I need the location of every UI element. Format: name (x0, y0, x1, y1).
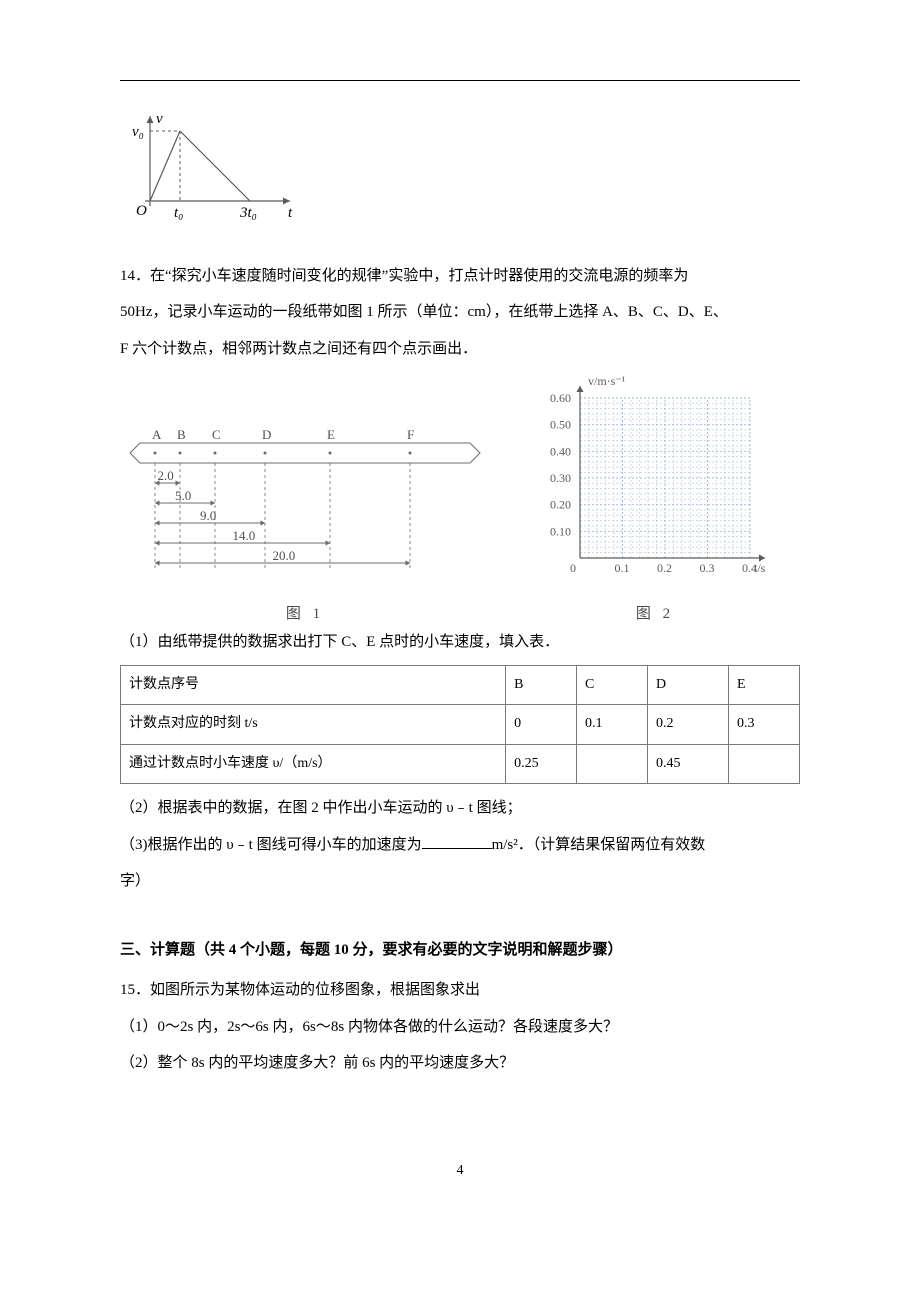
svg-text:C: C (212, 427, 221, 442)
table-cell: 通过计数点时小车速度 υ/（m/s） (121, 744, 506, 784)
svg-text:5.0: 5.0 (175, 488, 191, 503)
svg-text:F: F (407, 427, 414, 442)
q14-sub1: （1）由纸带提供的数据求出打下 C、E 点时的小车速度，填入表． (120, 628, 800, 657)
svg-text:2.0: 2.0 (158, 468, 174, 483)
svg-text:O: O (136, 203, 147, 219)
q14-sub3-prefix: （3)根据作出的 υ﹣t 图线可得小车的加速度为 (120, 837, 422, 853)
svg-text:A: A (152, 427, 162, 442)
svg-text:0.10: 0.10 (550, 524, 571, 538)
table-cell: 0.45 (647, 744, 728, 784)
svg-text:0.1: 0.1 (615, 561, 630, 575)
table-cell (729, 744, 800, 784)
table-header-cell: C (577, 665, 648, 705)
q14-data-table: 计数点序号BCDE 计数点对应的时刻 t/s00.10.20.3 通过计数点时小车速… (120, 665, 800, 785)
figure-1: AB C D E F 2.05.0 9.0 14.0 20.0 图 1 (120, 423, 490, 628)
svg-text:0.30: 0.30 (550, 471, 571, 485)
table-header-cell: E (729, 665, 800, 705)
table-cell: 0.3 (729, 705, 800, 745)
svg-text:0.2: 0.2 (657, 561, 672, 575)
table-header-cell: D (647, 665, 728, 705)
figure-row: AB C D E F 2.05.0 9.0 14.0 20.0 图 1 0.1 0.2 0.3 0.4… (120, 373, 800, 628)
svg-text:v: v (156, 111, 163, 127)
table-header-cell: B (506, 665, 577, 705)
table-cell: 0.1 (577, 705, 648, 745)
figure-2: 0.10.20.30.40.100.200.300.400.500.600v/m… (530, 373, 780, 628)
svg-text:t: t (288, 205, 293, 221)
q14-sub3-tail: 字） (120, 867, 800, 896)
vt-small-graph: v v₀ Ot₀ 3t₀ t (130, 111, 800, 232)
q15-line2: （1）0～2s 内，2s～6s 内，6s～8s 内物体各做的什么运动？各段速度多… (120, 1013, 800, 1042)
svg-text:0: 0 (570, 561, 576, 575)
q15-line1: 15．如图所示为某物体运动的位移图象，根据图象求出 (120, 976, 800, 1005)
q15-line3: （2）整个 8s 内的平均速度多大？前 6s 内的平均速度多大？ (120, 1049, 800, 1078)
table-cell (577, 744, 648, 784)
q14-sub3-mid: m/s²．（计算结果保留两位有效数 (492, 837, 706, 853)
table-cell: 0 (506, 705, 577, 745)
svg-text:0.50: 0.50 (550, 418, 571, 432)
svg-text:0.60: 0.60 (550, 391, 571, 405)
answer-blank (422, 833, 492, 849)
table-cell: 计数点对应的时刻 t/s (121, 705, 506, 745)
svg-text:B: B (177, 427, 186, 442)
svg-text:9.0: 9.0 (200, 508, 216, 523)
table-cell: 0.25 (506, 744, 577, 784)
svg-text:t₀: t₀ (174, 205, 183, 221)
table-cell: 0.2 (647, 705, 728, 745)
q14-sub2: （2）根据表中的数据，在图 2 中作出小车运动的 υ﹣t 图线； (120, 794, 800, 823)
svg-text:v₀: v₀ (132, 124, 144, 140)
svg-text:0.3: 0.3 (700, 561, 715, 575)
figure-2-caption: 图 2 (530, 600, 780, 629)
q14-sub3: （3)根据作出的 υ﹣t 图线可得小车的加速度为 m/s²．（计算结果保留两位有效… (120, 831, 800, 860)
svg-text:E: E (327, 427, 335, 442)
top-horizontal-rule (120, 80, 800, 81)
table-header-cell: 计数点序号 (121, 665, 506, 705)
svg-text:3t₀: 3t₀ (239, 205, 257, 221)
svg-text:14.0: 14.0 (233, 528, 256, 543)
q14-line1: 14．在“探究小车速度随时间变化的规律”实验中，打点计时器使用的交流电源的频率为 (120, 262, 800, 291)
section-3-title: 三、计算题（共 4 个小题，每题 10 分，要求有必要的文字说明和解题步骤） (120, 936, 800, 965)
svg-text:0.40: 0.40 (550, 444, 571, 458)
svg-text:t/s: t/s (754, 561, 766, 575)
q14-line3: F 六个计数点，相邻两计数点之间还有四个点示画出． (120, 335, 800, 364)
page-number: 4 (120, 1158, 800, 1185)
svg-text:20.0: 20.0 (273, 548, 296, 563)
q14-line2: 50Hz，记录小车运动的一段纸带如图 1 所示（单位：cm），在纸带上选择 A、… (120, 298, 800, 327)
svg-text:0.20: 0.20 (550, 498, 571, 512)
svg-text:v/m·s⁻¹: v/m·s⁻¹ (588, 374, 626, 388)
svg-text:D: D (262, 427, 271, 442)
figure-1-caption: 图 1 (120, 600, 490, 629)
